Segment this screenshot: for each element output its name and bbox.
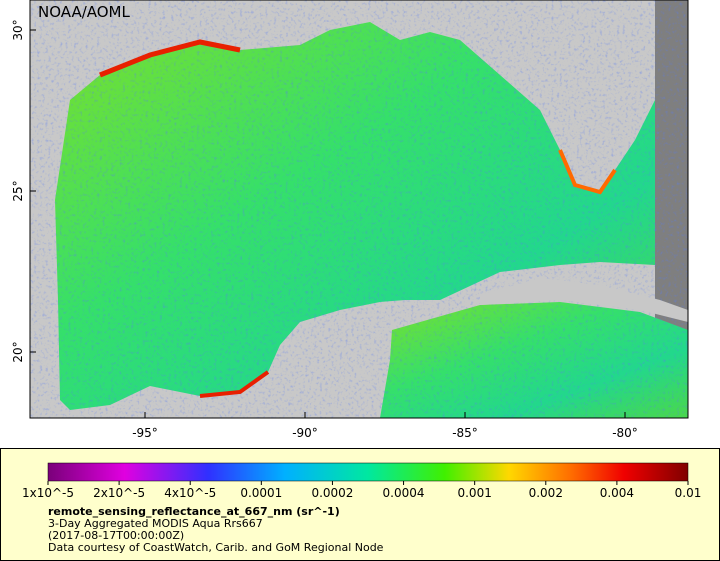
colorbar xyxy=(47,462,689,482)
colorbar-label: 0.004 xyxy=(600,486,634,500)
coastal-high xyxy=(99,39,241,78)
lon-label: -90° xyxy=(292,426,318,440)
coastal-high xyxy=(199,370,270,398)
colorbar-label: 2x10^-5 xyxy=(93,486,145,500)
lon-label: -85° xyxy=(452,426,478,440)
colorbar-label: 0.01 xyxy=(675,486,702,500)
lat-label: 30° xyxy=(11,19,25,40)
caption-line: 3-Day Aggregated MODIS Aqua Rrs667 xyxy=(48,517,263,530)
speckle xyxy=(30,0,688,418)
map-frame xyxy=(29,0,689,419)
cuba xyxy=(480,278,688,322)
lon-label: -95° xyxy=(132,426,158,440)
colorbar-label: 0.0004 xyxy=(383,486,425,500)
lat-label: 25° xyxy=(11,180,25,201)
colorbar-label: 0.002 xyxy=(529,486,563,500)
lat-label: 20° xyxy=(11,341,25,362)
variable-name: remote_sensing_reflectance_at_667_nm (sr… xyxy=(48,505,340,518)
colorbar-label: 0.0002 xyxy=(311,486,353,500)
lon-label: -80° xyxy=(612,426,638,440)
caption-line: Data courtesy of CoastWatch, Carib. and … xyxy=(48,541,384,554)
colorbar-label: 0.001 xyxy=(457,486,491,500)
colorbar-label: 0.0001 xyxy=(240,486,282,500)
coastal-high xyxy=(558,149,617,195)
watermark: NOAA/AOML xyxy=(38,3,131,21)
caption-line: (2017-08-17T00:00:00Z) xyxy=(48,529,184,542)
map xyxy=(30,0,688,418)
colorbar-label: 1x10^-5 xyxy=(22,486,74,500)
colorbar-label: 4x10^-5 xyxy=(164,486,216,500)
